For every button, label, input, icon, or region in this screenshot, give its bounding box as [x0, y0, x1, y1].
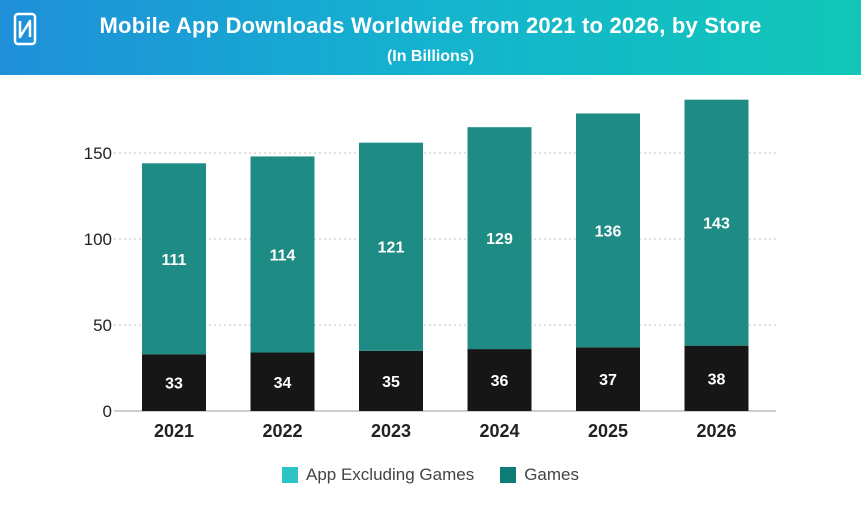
x-tick-label-2023: 2023	[371, 421, 411, 441]
y-tick-label: 150	[84, 144, 112, 163]
data-label-games-2026: 38	[708, 371, 726, 388]
bar-apps-2024	[467, 127, 532, 350]
y-tick-label: 50	[93, 316, 112, 335]
bar-apps-2025	[576, 113, 640, 348]
data-label-games-2024: 36	[491, 373, 509, 390]
x-tick-label-2021: 2021	[154, 421, 194, 441]
bar-apps-2026	[684, 99, 749, 346]
legend-swatch-games	[500, 467, 517, 483]
data-label-apps-2025: 136	[595, 223, 622, 240]
legend-item-games: Games	[500, 465, 579, 485]
chart-header: Mobile App Downloads Worldwide from 2021…	[0, 0, 861, 75]
data-label-games-2022: 34	[274, 375, 292, 392]
bar-games-2023	[359, 350, 423, 411]
x-tick-label-2022: 2022	[262, 421, 302, 441]
y-tick-label: 0	[103, 402, 112, 421]
chart-subtitle: (In Billions)	[386, 48, 475, 65]
x-tick-label-2024: 2024	[479, 421, 519, 441]
legend-swatch-apps	[282, 467, 298, 483]
bar-apps-2023	[359, 142, 423, 351]
data-label-games-2025: 37	[599, 372, 617, 389]
y-tick-label: 100	[84, 230, 112, 249]
legend-item-apps: App Excluding Games	[282, 465, 474, 485]
legend-label-apps: App Excluding Games	[306, 465, 475, 484]
brand-logo-icon	[13, 12, 37, 46]
bar-games-2024	[467, 349, 532, 411]
stacked-bar-chart: 0 50 100 150 33 111 2021 34 114 2022 35 121 2023 36 12…	[84, 99, 776, 441]
bar-games-2021	[142, 354, 206, 411]
data-label-games-2021: 33	[165, 376, 183, 393]
data-label-apps-2021: 111	[162, 252, 187, 269]
bar-games-2022	[250, 352, 315, 411]
chart-legend: App Excluding Games Games	[0, 465, 861, 485]
data-label-games-2023: 35	[382, 374, 400, 391]
data-label-apps-2023: 121	[378, 240, 405, 257]
chart-title: Mobile App Downloads Worldwide from 2021…	[99, 13, 762, 38]
bar-games-2025	[576, 347, 640, 411]
x-tick-label-2026: 2026	[696, 421, 736, 441]
bar-apps-2022	[250, 156, 315, 353]
data-label-apps-2022: 114	[270, 247, 296, 264]
data-label-apps-2024: 129	[486, 231, 513, 248]
legend-label-games: Games	[524, 465, 579, 484]
x-tick-label-2025: 2025	[588, 421, 628, 441]
bar-games-2026	[684, 345, 749, 411]
bar-apps-2021	[142, 163, 206, 355]
data-label-apps-2026: 143	[703, 216, 730, 233]
